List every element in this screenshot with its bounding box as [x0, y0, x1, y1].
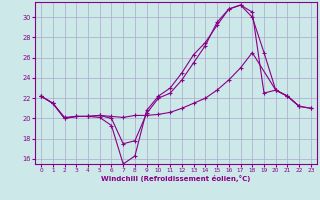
X-axis label: Windchill (Refroidissement éolien,°C): Windchill (Refroidissement éolien,°C)	[101, 175, 251, 182]
